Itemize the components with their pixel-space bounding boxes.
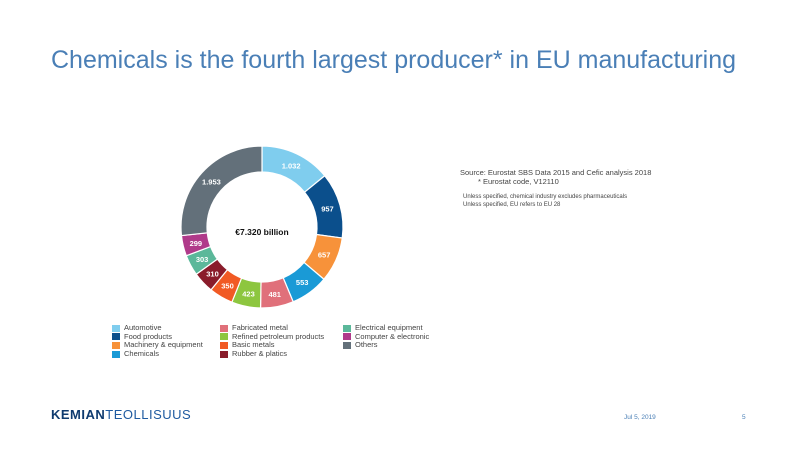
logo-part-kemian: KEMIAN (51, 407, 106, 422)
slice-label-refined-petroleum-products: 423 (242, 290, 255, 299)
legend-swatch (343, 341, 351, 349)
slice-label-automotive: 1.032 (282, 162, 301, 171)
note-pharma: Unless specified, chemical industry excl… (463, 194, 628, 200)
center-label: €7.320 billion (235, 227, 288, 237)
legend-swatch (220, 333, 228, 341)
legend-label: Fabricated metal (232, 323, 288, 332)
legend-item-machinery-and-equipment: Machinery & equipment (112, 341, 220, 350)
slice-label-electrical-equipment: 303 (196, 255, 209, 264)
legend-label: Machinery & equipment (124, 340, 203, 350)
legend-item-computer-and-electronic: Computer & electronic (343, 331, 463, 342)
legend-label: Electrical equipment (355, 323, 423, 332)
slice-label-rubber-and-platics: 310 (206, 270, 219, 279)
legend-label: Chemicals (124, 348, 160, 358)
slice-label-machinery-and-equipment: 657 (318, 251, 331, 260)
legend-item-refined-petroleum-products: Refined petroleum products (220, 331, 343, 342)
slice-label-computer-and-electronic: 299 (190, 239, 203, 248)
source-text: Source: Eurostat SBS Data 2015 and Cefic… (460, 168, 652, 177)
logo-part-teollisuus: TEOLLISUUS (105, 407, 192, 422)
legend-item-food-products: Food products (112, 331, 220, 342)
legend-item-fabricated-metal: Fabricated metal (220, 323, 343, 333)
slice-label-fabricated-metal: 481 (268, 290, 281, 299)
legend-item-automotive: Automotive (112, 323, 220, 333)
legend-label: Refined petroleum products (232, 331, 325, 341)
legend-swatch (220, 341, 228, 349)
legend-swatch (343, 324, 351, 332)
legend-label: Others (355, 340, 378, 350)
legend-label: Computer & electronic (355, 331, 430, 341)
legend-swatch (343, 333, 351, 341)
legend-swatch (112, 341, 120, 349)
slide-title: Chemicals is the fourth largest producer… (51, 46, 737, 74)
company-logo: KEMIANTEOLLISUUS (51, 407, 191, 422)
legend-swatch (220, 324, 228, 332)
legend-item-basic-metals: Basic metals (220, 341, 343, 350)
note-eu28: Unless specified, EU refers to EU 28 (463, 202, 561, 208)
legend-item-electrical-equipment: Electrical equipment (343, 323, 463, 333)
slice-label-chemicals: 553 (296, 278, 309, 287)
chart-legend: Automotive Food products Machinery & equip… (112, 323, 463, 359)
legend-swatch (112, 350, 120, 358)
legend-item-rubber-and-platics: Rubber & platics (220, 348, 343, 359)
footer-date: Jul 5, 2019 (624, 414, 656, 421)
legend-label: Automotive (124, 323, 162, 332)
legend-swatch (112, 333, 120, 341)
legend-swatch (112, 324, 120, 332)
legend-label: Rubber & platics (232, 348, 288, 358)
eurostat-code-text: * Eurostat code, V12110 (478, 177, 559, 186)
legend-label: Basic metals (232, 340, 275, 350)
slice-label-food-products: 957 (321, 205, 334, 214)
source-notes: Source: Eurostat SBS Data 2015 and Cefic… (460, 168, 651, 209)
legend-label: Food products (124, 331, 172, 341)
slice-others (180, 145, 263, 237)
slice-label-others: 1.953 (202, 178, 221, 187)
slice-label-basic-metals: 350 (221, 282, 234, 291)
legend-item-others: Others (343, 341, 463, 350)
legend-item-chemicals: Chemicals (112, 348, 220, 359)
page-number: 5 (742, 414, 746, 421)
legend-swatch (220, 350, 228, 358)
